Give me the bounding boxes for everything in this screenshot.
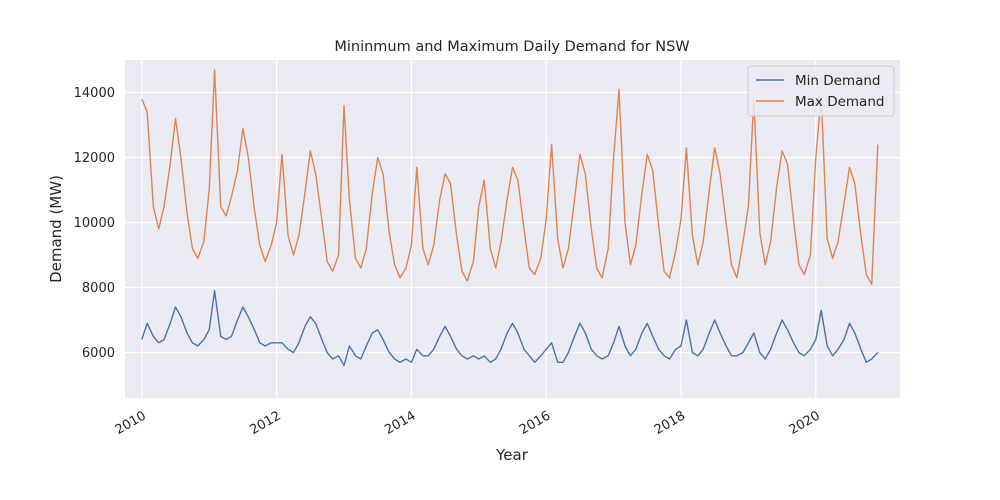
x-tick-label: 2012 [247, 408, 283, 438]
legend-box [747, 65, 895, 117]
y-tick-label: 8000 [82, 281, 115, 296]
x-tick-labels: 2010 2012 2014 2016 2018 2020 [113, 408, 823, 438]
series-line-max-demand [141, 69, 879, 285]
series-line-min-demand [141, 290, 879, 367]
x-tick-label: 2010 [113, 408, 149, 438]
x-tick-label: 2020 [787, 408, 823, 438]
y-tick-label: 12000 [74, 151, 115, 166]
y-tick-label: 14000 [74, 86, 115, 101]
legend-label-max: Max Demand [795, 94, 884, 110]
series-layer [141, 69, 879, 367]
x-tick-label: 2018 [652, 408, 688, 438]
legend-label-min: Min Demand [795, 73, 881, 89]
y-axis-label: Demand (MW) [47, 175, 65, 283]
chart-title: Mininmum and Maximum Daily Demand for NS… [334, 39, 689, 55]
legend: Min Demand Max Demand [747, 65, 895, 117]
x-axis-label: Year [495, 446, 529, 464]
y-tick-label: 6000 [82, 346, 115, 361]
y-tick-label: 10000 [74, 216, 115, 231]
x-tick-label: 2014 [382, 408, 418, 438]
y-tick-labels: 6000 8000 10000 12000 14000 [74, 86, 115, 361]
x-tick-label: 2016 [517, 408, 553, 438]
